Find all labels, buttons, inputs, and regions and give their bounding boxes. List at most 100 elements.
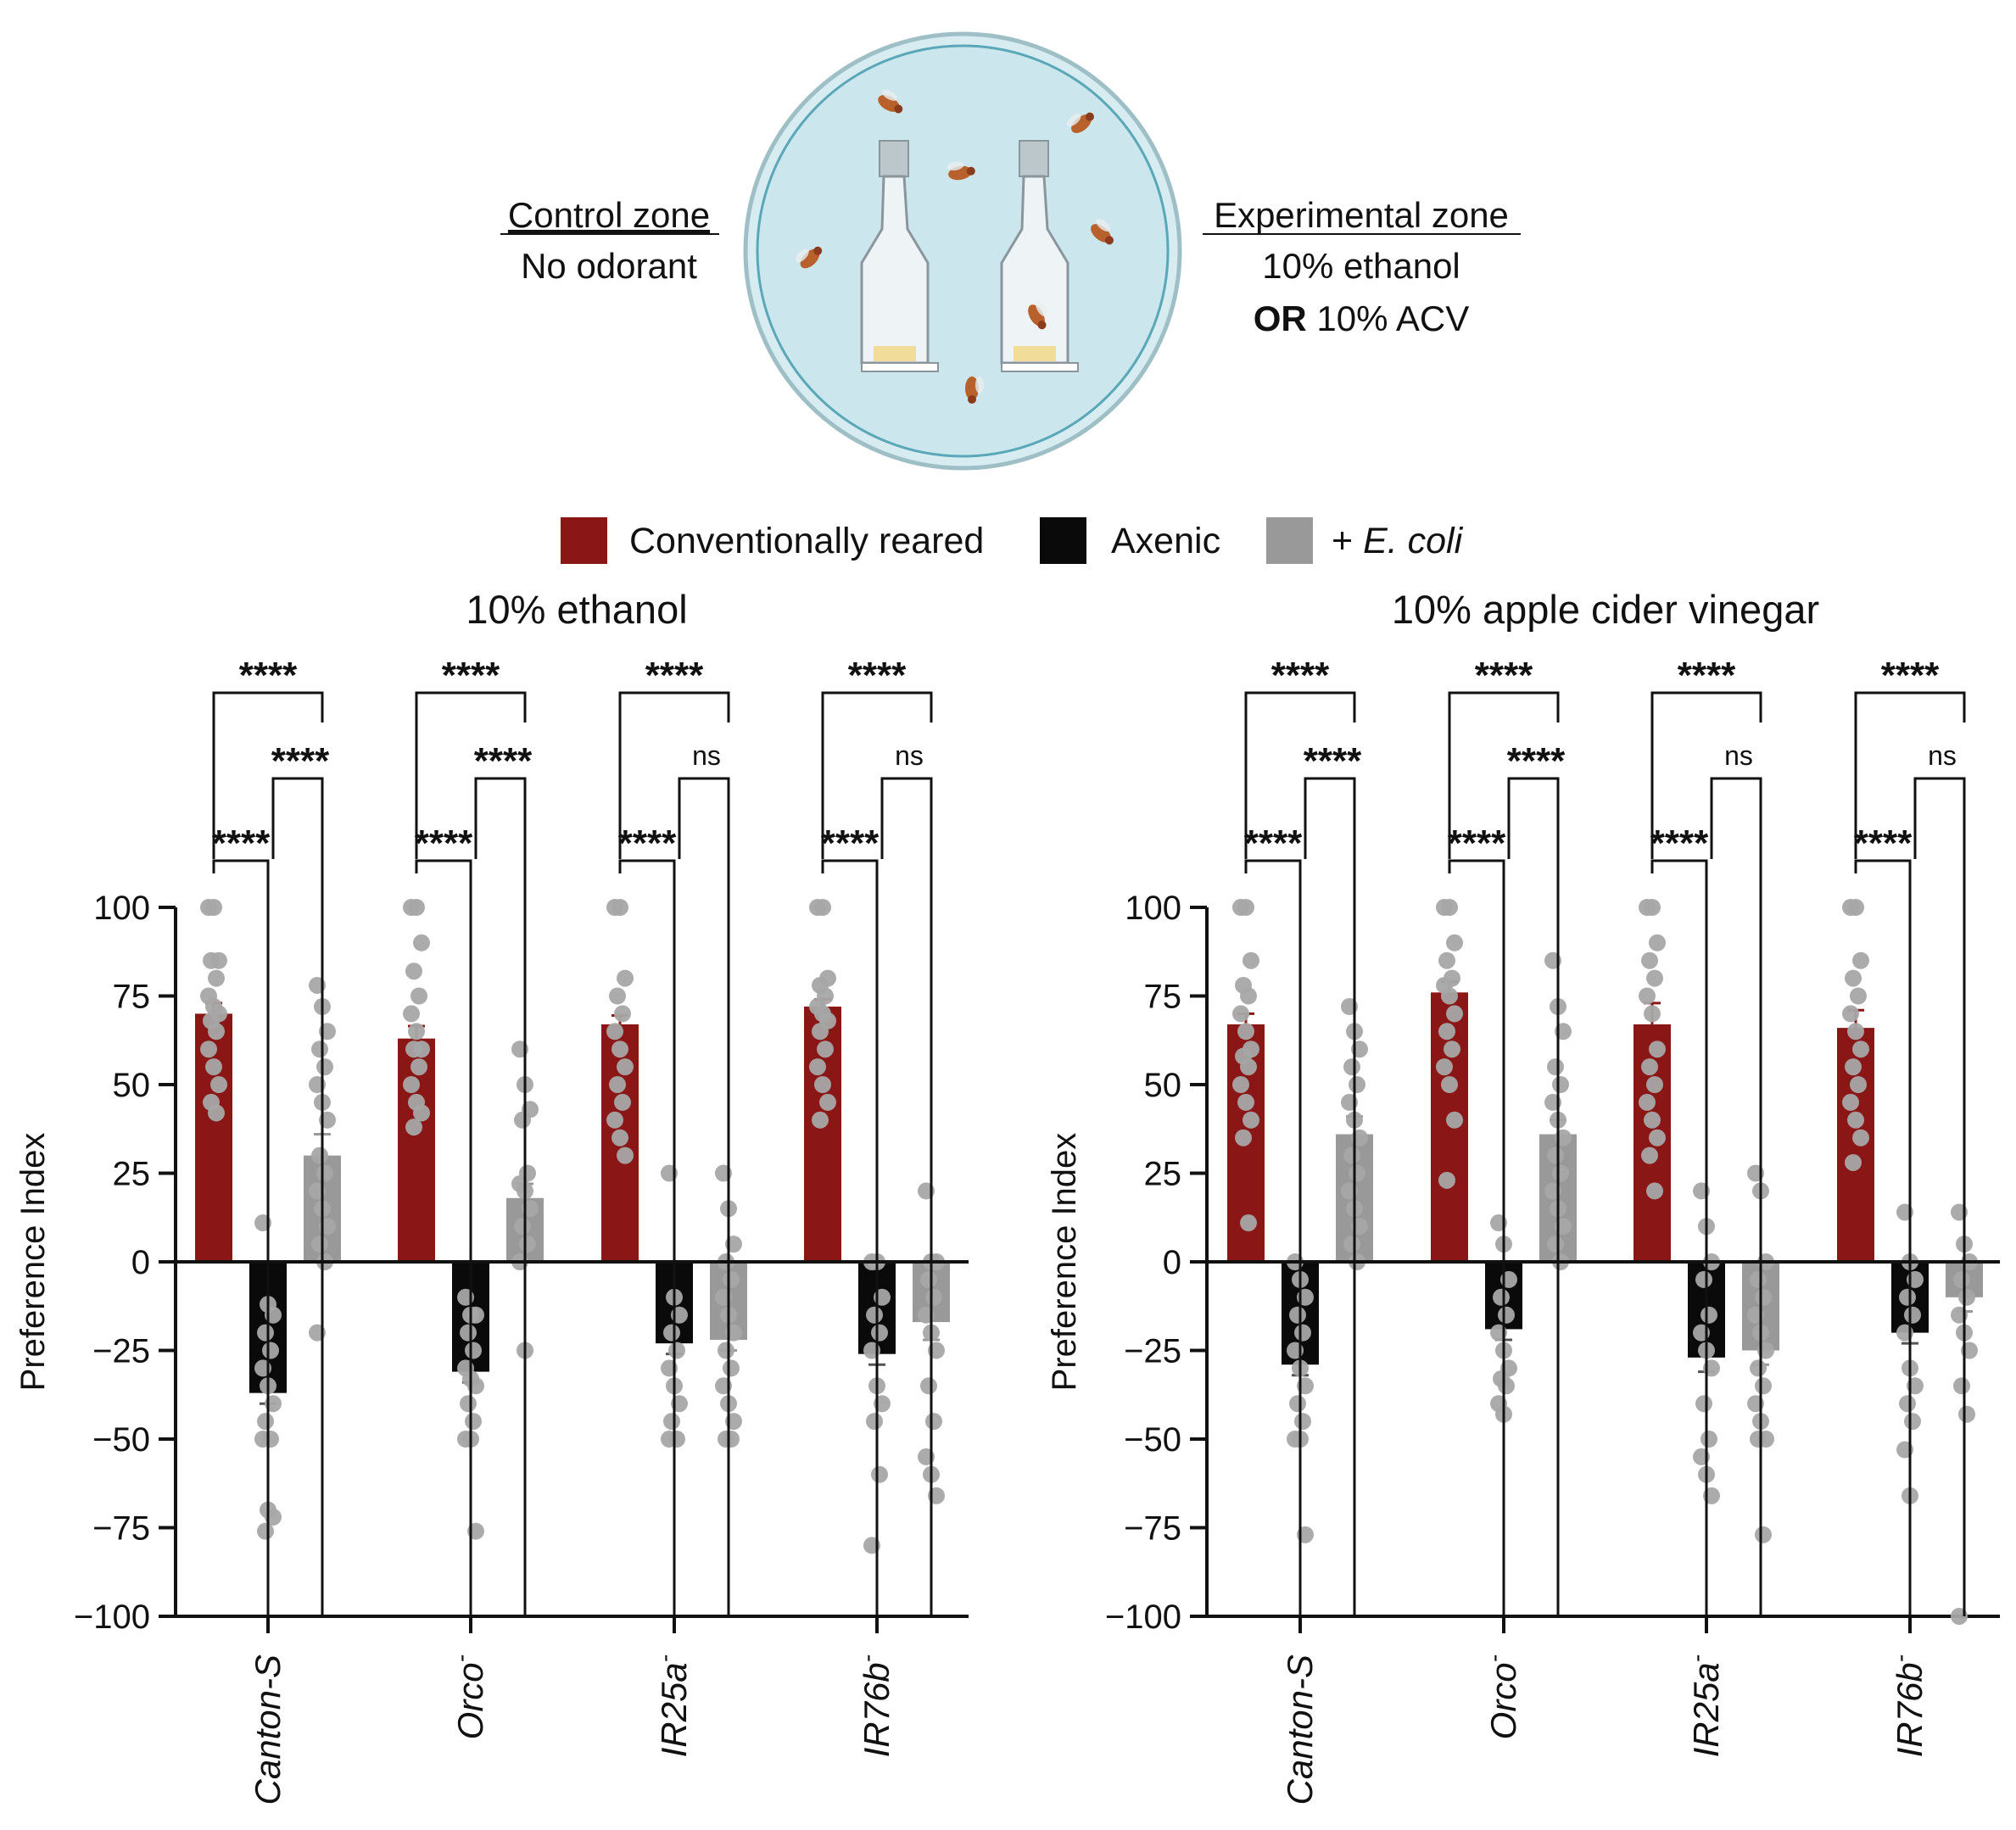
y-tick-label: −25 [92, 1333, 150, 1370]
data-point-axenic [1700, 1431, 1717, 1448]
bracket-conv-axenic [1854, 859, 1912, 1616]
bracket-conv-ecoli [618, 691, 730, 859]
y-tick-label: 50 [113, 1067, 151, 1104]
data-point-ecoli [1552, 1164, 1569, 1182]
data-point-conv [1639, 987, 1656, 1005]
bracket-conv-ecoli [1854, 691, 1966, 859]
data-point-conv [612, 1041, 628, 1058]
category-superscript: - [854, 1654, 880, 1662]
data-point-conv [812, 1023, 829, 1041]
data-point-ecoli [718, 1342, 734, 1359]
data-point-ecoli [920, 1270, 937, 1288]
data-point-conv [609, 987, 626, 1005]
significance-label: **** [474, 740, 533, 782]
data-point-conv [1852, 951, 1869, 969]
fly-icon [1091, 219, 1114, 245]
data-point-ecoli [1958, 1288, 1975, 1306]
y-tick-label: 0 [131, 1244, 150, 1281]
data-point-conv [1444, 1041, 1460, 1058]
x-category-label: IR25a- [651, 1654, 694, 1757]
bracket-conv-axenic [618, 859, 676, 1616]
significance-label: **** [1271, 655, 1330, 696]
y-tick-label: 25 [113, 1156, 151, 1193]
fly-icon [965, 377, 984, 404]
data-point-conv [405, 1119, 422, 1136]
vial-right-icon [1000, 140, 1079, 372]
data-point-axenic [668, 1342, 685, 1359]
data-point-conv [1646, 1182, 1663, 1200]
data-point-conv [1842, 1005, 1859, 1023]
data-point-conv [408, 899, 425, 916]
data-point-conv [200, 1041, 217, 1058]
data-point-conv [208, 1023, 225, 1041]
data-point-conv [617, 1058, 634, 1076]
data-point-ecoli [316, 1058, 333, 1076]
data-point-axenic [465, 1342, 482, 1359]
data-point-conv [1847, 1023, 1864, 1041]
data-point-conv [812, 1111, 829, 1129]
y-axis-label: Preference Index [1046, 1133, 1083, 1392]
data-point-ecoli [1750, 1431, 1767, 1448]
data-point-conv [405, 1041, 422, 1058]
fly-icon [878, 89, 903, 114]
data-point-axenic [1695, 1270, 1712, 1288]
vial-left-icon [860, 140, 939, 372]
significance-label: **** [1448, 823, 1506, 864]
data-point-ecoli [514, 1218, 531, 1236]
data-point-conv [614, 1005, 631, 1023]
x-category-label: Orco- [1481, 1654, 1523, 1739]
bar-conv [398, 1038, 435, 1262]
data-point-conv [1436, 1058, 1453, 1076]
data-point-conv [410, 987, 427, 1005]
data-point-conv [1237, 1093, 1254, 1111]
fly-icon [947, 161, 975, 181]
y-tick-label: −50 [92, 1421, 150, 1459]
data-point-conv [1847, 1111, 1864, 1129]
data-point-ecoli [1349, 1164, 1365, 1182]
bracket-axenic-ecoli [271, 777, 324, 1616]
data-point-conv [1641, 1147, 1658, 1164]
significance-label: **** [271, 740, 330, 782]
data-point-conv [1649, 934, 1666, 951]
data-point-conv [203, 951, 220, 969]
significance-label: **** [415, 823, 473, 864]
significance-label: ns [895, 740, 924, 771]
bracket-conv-axenic [1448, 859, 1505, 1616]
significance-label: **** [645, 655, 704, 696]
legend-label-e-coli: + E. coli [1332, 521, 1464, 561]
bracket-conv-axenic [821, 859, 879, 1616]
y-axis-label: Preference Index [14, 1133, 52, 1392]
data-point-conv [814, 1076, 831, 1093]
significance-label: **** [618, 823, 677, 864]
bracket-conv-ecoli [1448, 691, 1560, 859]
bracket-axenic-ecoli [880, 777, 933, 1616]
bracket-conv-axenic [415, 859, 472, 1616]
data-point-ecoli [1547, 1058, 1564, 1076]
data-point-ecoli [1953, 1270, 1970, 1288]
chart-apple-cider-vinegar: 10% apple cider vinegar Preference Index 1… [1046, 587, 2000, 1805]
data-point-axenic [871, 1324, 888, 1342]
data-point-conv [819, 1093, 836, 1111]
data-point-conv [210, 1076, 227, 1093]
y-tick-label: 25 [1144, 1156, 1182, 1193]
category-name: IR25a [654, 1662, 694, 1757]
y-tick-label: −75 [1124, 1510, 1181, 1548]
fly-icon [1028, 301, 1047, 330]
y-tick-label: −100 [74, 1598, 150, 1636]
category-name: Canton-S [1280, 1654, 1320, 1805]
data-point-conv [1644, 1005, 1661, 1023]
data-point-axenic [1904, 1413, 1921, 1431]
data-point-ecoli [1750, 1359, 1767, 1377]
data-point-conv [1649, 1041, 1666, 1058]
chart-ethanol: 10% ethanol Preference Index 100 75 50 25 0 −25… [14, 587, 969, 1805]
data-point-conv [410, 1058, 427, 1076]
category-name: IR25a [1686, 1662, 1726, 1757]
data-point-ecoli [920, 1377, 937, 1395]
x-category-label: IR76b- [854, 1654, 896, 1757]
x-category-label: Canton-S [248, 1654, 288, 1805]
experimental-zone-line2: OR 10% ACV [1254, 298, 1469, 338]
data-point-conv [1649, 1129, 1666, 1147]
data-point-conv [408, 1023, 425, 1041]
data-point-axenic [257, 1324, 274, 1342]
data-point-ecoli [1547, 1147, 1564, 1164]
